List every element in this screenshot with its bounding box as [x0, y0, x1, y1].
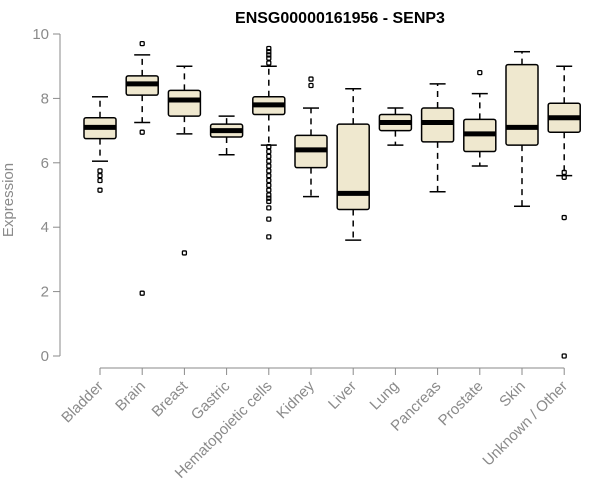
x-tick-label: Kidney: [273, 377, 318, 422]
outlier-point: [266, 60, 272, 66]
outlier-point: [181, 250, 188, 256]
outlier-point: [561, 353, 567, 359]
outlier-point: [266, 177, 272, 184]
x-tick-label: Breast: [149, 377, 192, 420]
x-tick-label: Prostate: [435, 378, 487, 430]
outlier-point: [308, 76, 314, 82]
outlier-point: [266, 153, 272, 160]
outlier-point: [266, 205, 272, 211]
box-series: [83, 41, 581, 359]
outlier-point: [266, 168, 272, 174]
outlier-point: [266, 173, 272, 179]
box-unknown-other: [547, 65, 581, 359]
box-lung: [378, 107, 413, 146]
y-axis: 0 2 4 6 8 10: [32, 26, 61, 365]
outlier-point: [97, 173, 103, 179]
box-prostate: [463, 69, 497, 167]
outlier-point: [266, 234, 272, 240]
box-bladder: [83, 96, 117, 193]
outlier-point: [266, 163, 272, 169]
outlier-point: [97, 177, 103, 184]
outlier-point: [266, 148, 272, 155]
box-gastric: [209, 115, 244, 156]
y-tick-label: 6: [41, 155, 49, 172]
chart-title: ENSG00000161956 - SENP3: [235, 10, 445, 27]
box-breast: [167, 65, 202, 256]
box-kidney: [294, 76, 328, 198]
iqr-box: [336, 123, 370, 211]
outlier-point: [266, 55, 272, 61]
outlier-point: [266, 216, 272, 222]
box-liver: [336, 87, 370, 241]
outlier-point: [266, 52, 272, 58]
y-tick-label: 4: [41, 219, 49, 236]
outlier-point: [266, 192, 272, 198]
outlier-point: [561, 174, 567, 180]
outlier-point: [139, 129, 145, 135]
outlier-point: [266, 195, 272, 201]
y-axis-label: Expression: [0, 163, 17, 237]
box-brain: [125, 41, 159, 296]
outlier-point: [97, 168, 103, 174]
x-tick-label: Liver: [325, 378, 360, 413]
outlier-point: [139, 41, 145, 47]
outlier-point: [308, 82, 314, 89]
outlier-point: [266, 49, 272, 55]
x-tick-label: Brain: [112, 378, 149, 415]
outlier-point: [266, 158, 272, 164]
x-tick-label: Bladder: [58, 378, 107, 427]
box-hematopoietic-cells: [252, 45, 286, 240]
y-tick-label: 10: [32, 26, 49, 43]
x-tick-label: Lung: [367, 378, 403, 414]
outlier-point: [561, 214, 567, 221]
iqr-box: [167, 89, 202, 117]
outlier-point: [561, 169, 567, 176]
outlier-point: [266, 144, 272, 150]
box-skin: [505, 50, 539, 208]
outlier-point: [266, 187, 272, 193]
y-tick-label: 0: [41, 348, 49, 365]
y-tick-label: 8: [41, 90, 49, 107]
iqr-box: [505, 63, 539, 146]
box-pancreas: [420, 83, 455, 193]
outlier-point: [266, 182, 272, 188]
outlier-point: [139, 290, 145, 296]
outlier-point: [477, 69, 483, 76]
x-tick-label: Skin: [496, 378, 529, 411]
outlier-point: [266, 45, 272, 52]
y-tick-label: 2: [41, 284, 49, 301]
outlier-point: [266, 198, 272, 205]
outlier-point: [97, 187, 103, 193]
